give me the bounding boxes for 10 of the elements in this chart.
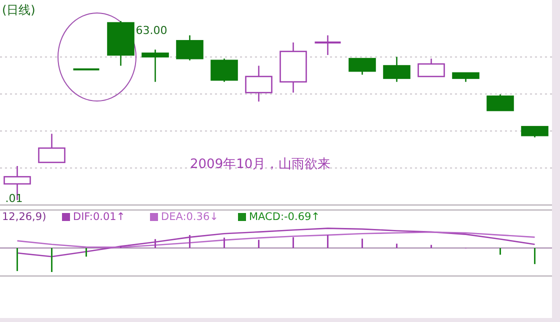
legend-label: MACD:-0.69↑ bbox=[249, 211, 320, 223]
candlestick bbox=[142, 48, 169, 83]
legend-label: DEA:0.36↓ bbox=[161, 211, 218, 223]
chart-title: (日线) bbox=[2, 3, 36, 17]
annotation: 63.00 bbox=[136, 24, 168, 37]
legend-label: DIF:0.01↑ bbox=[73, 211, 126, 223]
annotation: .01 bbox=[5, 192, 23, 205]
annotation: 2009年10月，山雨欲来 bbox=[190, 157, 331, 172]
candlestick bbox=[314, 34, 342, 56]
chart-title: 12,26,9) bbox=[2, 211, 46, 223]
